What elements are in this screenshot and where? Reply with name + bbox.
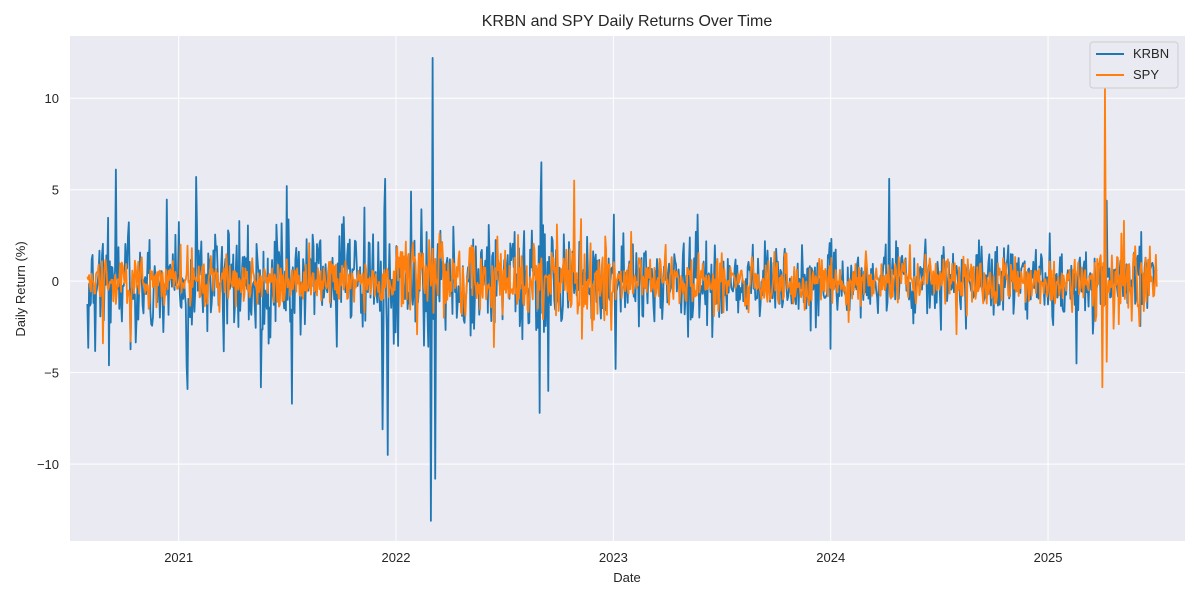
x-axis: 2021 2022 2023 2024 2025	[164, 550, 1062, 565]
legend: KRBN SPY	[1089, 41, 1179, 89]
y-tick-label: −5	[44, 366, 59, 381]
legend-label-spy: SPY	[1133, 67, 1159, 82]
y-tick-label: 0	[52, 274, 59, 289]
x-axis-label: Date	[613, 570, 640, 585]
y-tick-label: 10	[45, 91, 59, 106]
y-tick-label: 5	[52, 183, 59, 198]
x-tick-label: 2025	[1034, 550, 1063, 565]
y-axis: 10 5 0 −5 −10	[37, 91, 59, 472]
legend-label-krbn: KRBN	[1133, 46, 1169, 61]
series-line-spy	[86, 88, 1158, 389]
x-tick-label: 2021	[164, 550, 193, 565]
x-tick-label: 2023	[599, 550, 628, 565]
y-axis-label: Daily Return (%)	[13, 241, 28, 336]
x-tick-label: 2024	[816, 550, 845, 565]
chart-title: KRBN and SPY Daily Returns Over Time	[482, 13, 773, 30]
series-layer	[86, 57, 1158, 522]
series-line-krbn	[86, 57, 1158, 522]
x-tick-label: 2022	[382, 550, 411, 565]
y-tick-label: −10	[37, 457, 59, 472]
